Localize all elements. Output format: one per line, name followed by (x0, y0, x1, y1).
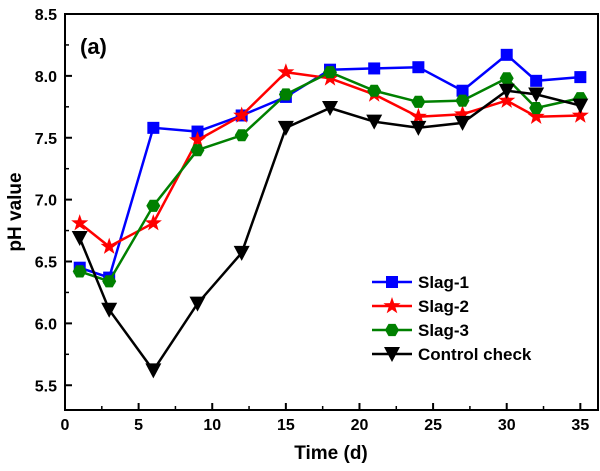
data-point (500, 48, 513, 61)
series-slag-2 (71, 63, 589, 254)
data-point (527, 107, 545, 124)
data-point (530, 74, 543, 87)
legend-marker (383, 297, 401, 314)
data-point (498, 91, 516, 108)
data-point (528, 87, 545, 103)
data-point (366, 114, 383, 130)
data-point (145, 363, 162, 379)
plot-frame (64, 13, 599, 411)
data-point (498, 83, 515, 99)
y-tick-label: 5.5 (35, 378, 57, 395)
data-point (454, 105, 472, 122)
legend-item: Slag-1 (372, 273, 469, 292)
series-control-check (71, 83, 589, 379)
data-point (323, 66, 337, 79)
data-point (189, 296, 206, 312)
data-point (233, 245, 250, 261)
data-point (277, 63, 295, 80)
data-point (102, 275, 117, 288)
data-point (277, 120, 294, 136)
data-point (409, 107, 427, 124)
x-tick-label: 30 (498, 417, 516, 434)
data-point (144, 214, 162, 231)
data-point (322, 101, 339, 117)
y-tick-label: 8.5 (35, 7, 57, 24)
legend: Slag-1 Slag-2 Slag-3 Control check (372, 273, 532, 364)
data-point (233, 106, 251, 123)
data-point (278, 88, 293, 101)
y-tick-label: 6.5 (35, 255, 57, 272)
legend-marker (385, 323, 399, 337)
x-tick-label: 25 (424, 417, 442, 434)
series-layer (71, 48, 589, 379)
data-point (71, 214, 89, 231)
legend-label: Slag-1 (418, 273, 469, 292)
legend-label: Slag-2 (418, 297, 469, 316)
y-tick-label: 8.0 (35, 69, 57, 86)
data-point (71, 230, 88, 246)
x-tick-label: 0 (61, 417, 70, 434)
x-tick-label: 5 (134, 417, 143, 434)
y-tick-label: 6.0 (35, 316, 57, 333)
data-point (367, 84, 382, 97)
data-point (455, 94, 470, 107)
legend-item: Slag-2 (372, 297, 469, 316)
y-tick-label: 7.5 (35, 131, 57, 148)
legend-item: Slag-3 (372, 321, 469, 340)
data-point (572, 98, 589, 114)
data-point (529, 102, 544, 115)
data-point (454, 115, 471, 131)
data-point (190, 144, 205, 157)
data-point (410, 120, 427, 136)
data-point (146, 199, 161, 212)
data-point (499, 72, 514, 85)
data-point (101, 302, 118, 318)
panel-label: (a) (80, 34, 107, 59)
data-point (368, 62, 381, 75)
y-axis-label: pH value (5, 172, 26, 251)
data-point (189, 131, 207, 148)
legend-item: Control check (372, 345, 532, 364)
data-point (456, 84, 469, 97)
data-point (100, 237, 118, 254)
data-point (234, 129, 249, 142)
x-tick-label: 15 (277, 417, 295, 434)
legend-label: Control check (418, 345, 532, 364)
x-tick-label: 10 (203, 417, 221, 434)
data-point (147, 121, 160, 134)
y-tick-label: 7.0 (35, 193, 57, 210)
x-axis-label: Time (d) (294, 443, 368, 464)
data-point (411, 95, 426, 108)
data-point (574, 71, 587, 84)
x-tick-label: 35 (571, 417, 589, 434)
axis-ticks: 0 5 10 15 20 25 30 35 5.5 6.0 6.5 7.0 7.5 8.0 8.5 (35, 7, 590, 434)
data-point (571, 106, 589, 123)
legend-marker (386, 276, 398, 288)
legend-marker (384, 347, 400, 362)
data-point (412, 61, 425, 74)
legend-label: Slag-3 (418, 321, 469, 340)
data-point (72, 265, 87, 278)
x-tick-label: 20 (351, 417, 369, 434)
